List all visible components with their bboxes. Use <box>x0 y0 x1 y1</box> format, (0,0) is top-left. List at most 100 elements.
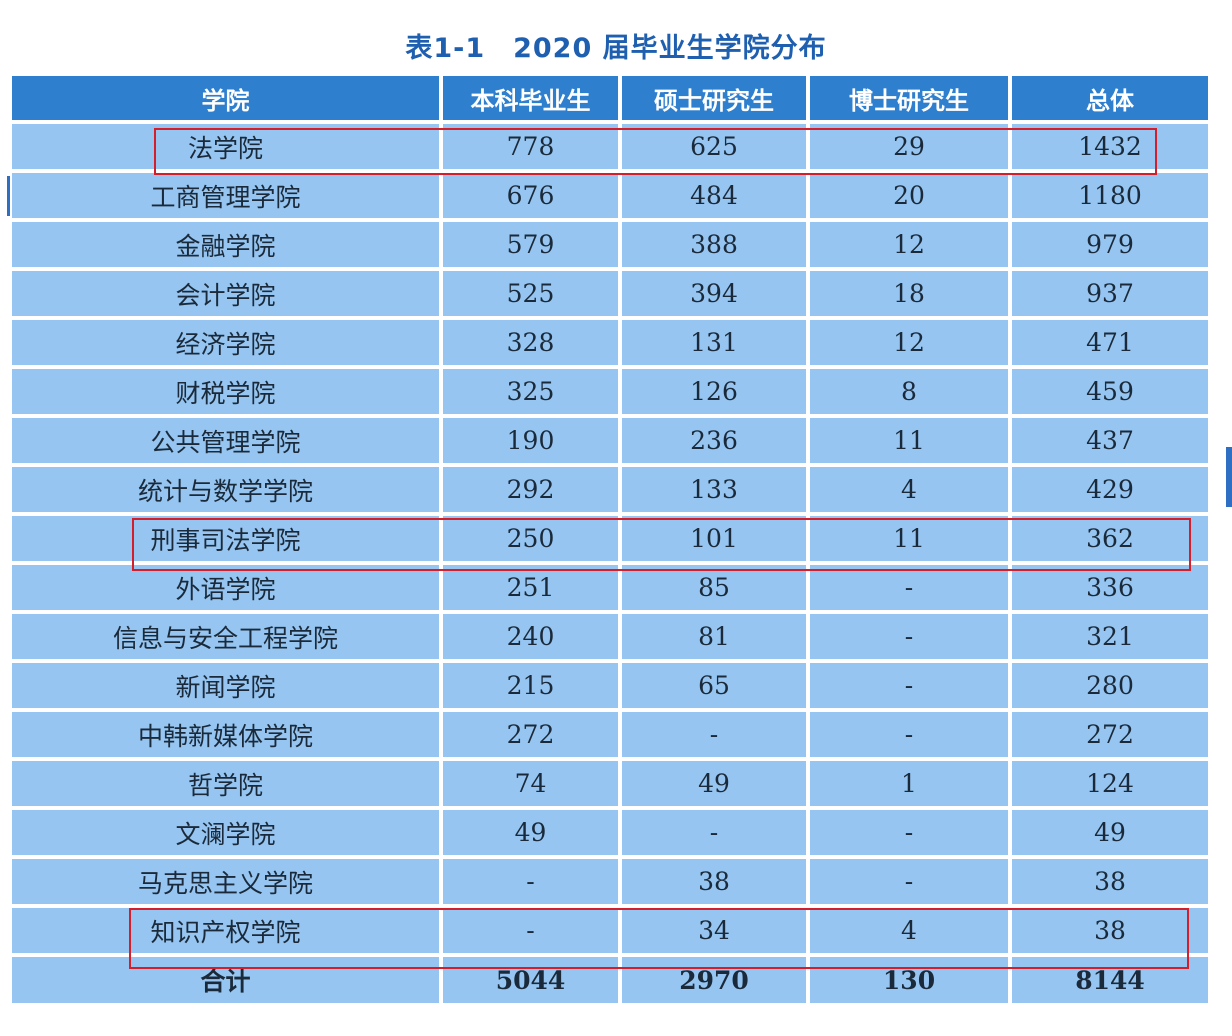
cell-undergraduate: 272 <box>443 712 618 757</box>
cell-total: 437 <box>1012 418 1208 463</box>
cell-doctor: - <box>810 810 1008 855</box>
cell-master: 126 <box>622 369 806 414</box>
cell-doctor: 12 <box>810 222 1008 267</box>
cell-doctor: 20 <box>810 173 1008 218</box>
cell-college: 信息与安全工程学院 <box>12 614 439 659</box>
cell-college: 文澜学院 <box>12 810 439 855</box>
cell-undergraduate: 215 <box>443 663 618 708</box>
cell-doctor: 4 <box>810 467 1008 512</box>
cell-doctor: - <box>810 859 1008 904</box>
cell-college: 知识产权学院 <box>12 908 439 953</box>
cell-college: 新闻学院 <box>12 663 439 708</box>
total-cell-doctor: 130 <box>810 957 1008 1003</box>
cell-master: - <box>622 712 806 757</box>
total-cell-master: 2970 <box>622 957 806 1003</box>
table-title-text: 2020 届毕业生学院分布 <box>513 33 827 64</box>
cell-doctor: - <box>810 614 1008 659</box>
cell-master: 34 <box>622 908 806 953</box>
cell-doctor: 18 <box>810 271 1008 316</box>
cell-total: 38 <box>1012 859 1208 904</box>
cell-college: 金融学院 <box>12 222 439 267</box>
cell-college: 财税学院 <box>12 369 439 414</box>
cell-undergraduate: 778 <box>443 124 618 169</box>
cell-total: 362 <box>1012 516 1208 561</box>
cell-doctor: - <box>810 663 1008 708</box>
cell-master: 236 <box>622 418 806 463</box>
cell-master: 49 <box>622 761 806 806</box>
header-college: 学院 <box>12 76 439 120</box>
cell-undergraduate: 190 <box>443 418 618 463</box>
cell-master: 85 <box>622 565 806 610</box>
cell-college: 法学院 <box>12 124 439 169</box>
cell-total: 1432 <box>1012 124 1208 169</box>
cell-college: 马克思主义学院 <box>12 859 439 904</box>
cell-undergraduate: 250 <box>443 516 618 561</box>
cell-college: 经济学院 <box>12 320 439 365</box>
cell-total: 459 <box>1012 369 1208 414</box>
cell-master: - <box>622 810 806 855</box>
cell-master: 81 <box>622 614 806 659</box>
cell-total: 1180 <box>1012 173 1208 218</box>
table-title: 表1-1 2020 届毕业生学院分布 <box>0 26 1232 65</box>
cell-undergraduate: - <box>443 859 618 904</box>
cell-undergraduate: 251 <box>443 565 618 610</box>
cell-undergraduate: 676 <box>443 173 618 218</box>
right-edge-mark <box>1226 447 1232 507</box>
cell-total: 471 <box>1012 320 1208 365</box>
cell-master: 101 <box>622 516 806 561</box>
cell-undergraduate: - <box>443 908 618 953</box>
cell-total: 280 <box>1012 663 1208 708</box>
cell-college: 公共管理学院 <box>12 418 439 463</box>
cell-master: 388 <box>622 222 806 267</box>
cell-master: 131 <box>622 320 806 365</box>
cell-college: 刑事司法学院 <box>12 516 439 561</box>
cell-master: 65 <box>622 663 806 708</box>
cell-master: 38 <box>622 859 806 904</box>
total-cell-total: 8144 <box>1012 957 1208 1003</box>
header-undergraduate: 本科毕业生 <box>443 76 618 120</box>
cell-doctor: 1 <box>810 761 1008 806</box>
graduates-table: 学院 本科毕业生 硕士研究生 博士研究生 总体 法学院 778 625 29 1432 工… <box>12 76 1208 1003</box>
cell-total: 38 <box>1012 908 1208 953</box>
cell-college: 外语学院 <box>12 565 439 610</box>
cell-total: 272 <box>1012 712 1208 757</box>
cell-undergraduate: 325 <box>443 369 618 414</box>
cell-total: 937 <box>1012 271 1208 316</box>
cell-total: 49 <box>1012 810 1208 855</box>
header-doctor: 博士研究生 <box>810 76 1008 120</box>
cell-undergraduate: 579 <box>443 222 618 267</box>
cell-total: 321 <box>1012 614 1208 659</box>
cell-doctor: - <box>810 565 1008 610</box>
cell-college: 工商管理学院 <box>12 173 439 218</box>
cell-master: 394 <box>622 271 806 316</box>
cell-doctor: 11 <box>810 516 1008 561</box>
cell-doctor: 8 <box>810 369 1008 414</box>
left-edge-mark <box>7 176 10 216</box>
cell-undergraduate: 328 <box>443 320 618 365</box>
cell-doctor: 12 <box>810 320 1008 365</box>
cell-doctor: 4 <box>810 908 1008 953</box>
cell-doctor: 29 <box>810 124 1008 169</box>
cell-total: 429 <box>1012 467 1208 512</box>
cell-doctor: 11 <box>810 418 1008 463</box>
cell-undergraduate: 525 <box>443 271 618 316</box>
cell-college: 哲学院 <box>12 761 439 806</box>
cell-master: 133 <box>622 467 806 512</box>
header-total: 总体 <box>1012 76 1208 120</box>
cell-college: 统计与数学学院 <box>12 467 439 512</box>
cell-undergraduate: 240 <box>443 614 618 659</box>
cell-total: 124 <box>1012 761 1208 806</box>
cell-total: 336 <box>1012 565 1208 610</box>
cell-college: 中韩新媒体学院 <box>12 712 439 757</box>
cell-undergraduate: 292 <box>443 467 618 512</box>
cell-total: 979 <box>1012 222 1208 267</box>
cell-doctor: - <box>810 712 1008 757</box>
cell-master: 484 <box>622 173 806 218</box>
header-master: 硕士研究生 <box>622 76 806 120</box>
total-cell-college: 合计 <box>12 957 439 1003</box>
cell-undergraduate: 49 <box>443 810 618 855</box>
table-number: 表1-1 <box>405 33 486 64</box>
cell-college: 会计学院 <box>12 271 439 316</box>
cell-undergraduate: 74 <box>443 761 618 806</box>
total-cell-undergraduate: 5044 <box>443 957 618 1003</box>
